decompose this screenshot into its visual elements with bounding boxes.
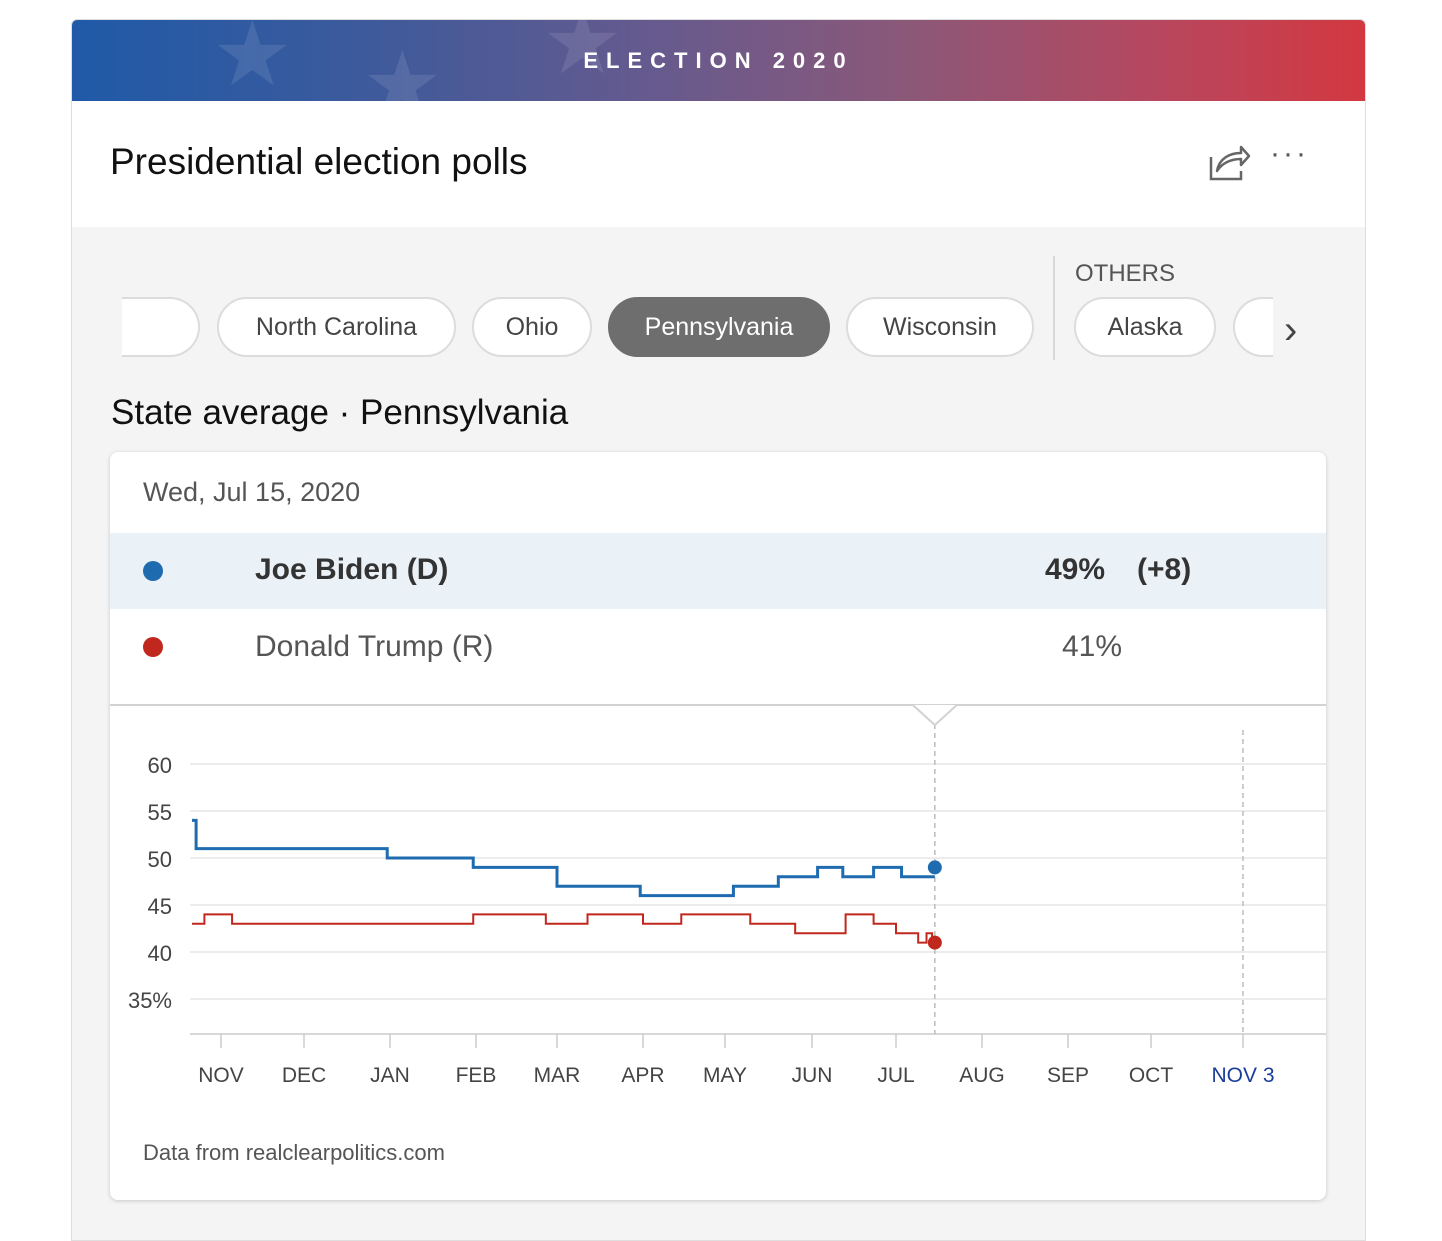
trump-current-marker	[927, 935, 942, 950]
y-tick-label: 40	[148, 941, 172, 966]
poll-chart: 60 55 50 45 40 35% NOV DEC JAN FEB MAR APR MAY JUN JUL…	[128, 704, 1326, 1087]
chevron-right-icon[interactable]: ›	[1284, 308, 1298, 352]
y-tick-label: 55	[148, 800, 172, 825]
star-decoration-icon: ★	[542, 20, 623, 93]
tooltip-pointer	[912, 704, 958, 727]
x-tick-label: DEC	[282, 1064, 326, 1087]
page-title: Presidential election polls	[110, 141, 528, 182]
x-tick-label: FEB	[456, 1064, 497, 1087]
candidate-row-biden[interactable]: Joe Biden (D) 49% (+8)	[110, 533, 1326, 609]
biden-series-line	[192, 818, 935, 898]
y-tick-label: 35%	[128, 988, 172, 1013]
x-tick-label: AUG	[959, 1064, 1005, 1087]
poll-date: Wed, Jul 15, 2020	[143, 477, 361, 507]
chart-divider	[110, 704, 1326, 706]
banner-title: ELECTION 2020	[583, 48, 854, 73]
tab-north-carolina[interactable]: North Carolina	[217, 297, 456, 357]
x-tick-label: OCT	[1129, 1064, 1174, 1087]
trump-series-line	[192, 913, 935, 944]
tab-partial-next[interactable]	[1233, 297, 1273, 357]
x-tick-label: JAN	[370, 1064, 410, 1087]
poll-panel: Wed, Jul 15, 2020 Joe Biden (D) 49% (+8)…	[110, 452, 1326, 1200]
candidate-name: Joe Biden (D)	[255, 553, 449, 586]
x-tick-label: SEP	[1047, 1064, 1089, 1087]
x-tick-label: MAY	[703, 1064, 747, 1087]
tab-alaska[interactable]: Alaska	[1074, 297, 1216, 357]
candidate-percent: 49%	[1045, 553, 1106, 586]
tab-ohio[interactable]: Ohio	[472, 297, 592, 357]
share-icon[interactable]	[1207, 139, 1251, 183]
candidate-percent: 41%	[1062, 630, 1123, 663]
star-decoration-icon: ★	[212, 20, 293, 101]
candidate-lead: (+8)	[1137, 553, 1192, 586]
candidate-row-trump[interactable]: Donald Trump (R) 41%	[110, 609, 1326, 685]
star-decoration-icon: ★	[362, 35, 443, 101]
election-card: ★ ★ ★ ELECTION 2020 Presidential electio…	[71, 19, 1366, 1241]
others-label: OTHERS	[1075, 260, 1176, 287]
election-banner: ★ ★ ★ ELECTION 2020	[72, 20, 1365, 101]
x-tick-label: JUN	[792, 1064, 833, 1087]
card-header: Presidential election polls ···	[72, 101, 1365, 227]
x-tick-label: JUL	[877, 1064, 914, 1087]
tab-pennsylvania[interactable]: Pennsylvania	[608, 297, 830, 357]
more-options-icon[interactable]: ···	[1270, 137, 1309, 170]
section-title: State average · Pennsylvania	[111, 393, 569, 432]
x-tick-label: NOV 3	[1211, 1064, 1274, 1087]
tab-partial-previous[interactable]	[122, 297, 200, 357]
y-tick-label: 60	[148, 753, 172, 778]
biden-current-marker	[927, 860, 942, 875]
tabs-divider	[1053, 256, 1055, 360]
tab-wisconsin[interactable]: Wisconsin	[846, 297, 1034, 357]
x-tick-label: MAR	[534, 1064, 581, 1087]
trump-color-dot	[143, 637, 163, 657]
y-tick-label: 45	[148, 894, 172, 919]
candidate-name: Donald Trump (R)	[255, 630, 494, 663]
biden-color-dot	[143, 561, 163, 581]
x-tick-label: NOV	[198, 1064, 244, 1087]
x-tick-label: APR	[621, 1064, 664, 1087]
data-source: Data from realclearpolitics.com	[143, 1140, 445, 1165]
y-tick-label: 50	[148, 847, 172, 872]
